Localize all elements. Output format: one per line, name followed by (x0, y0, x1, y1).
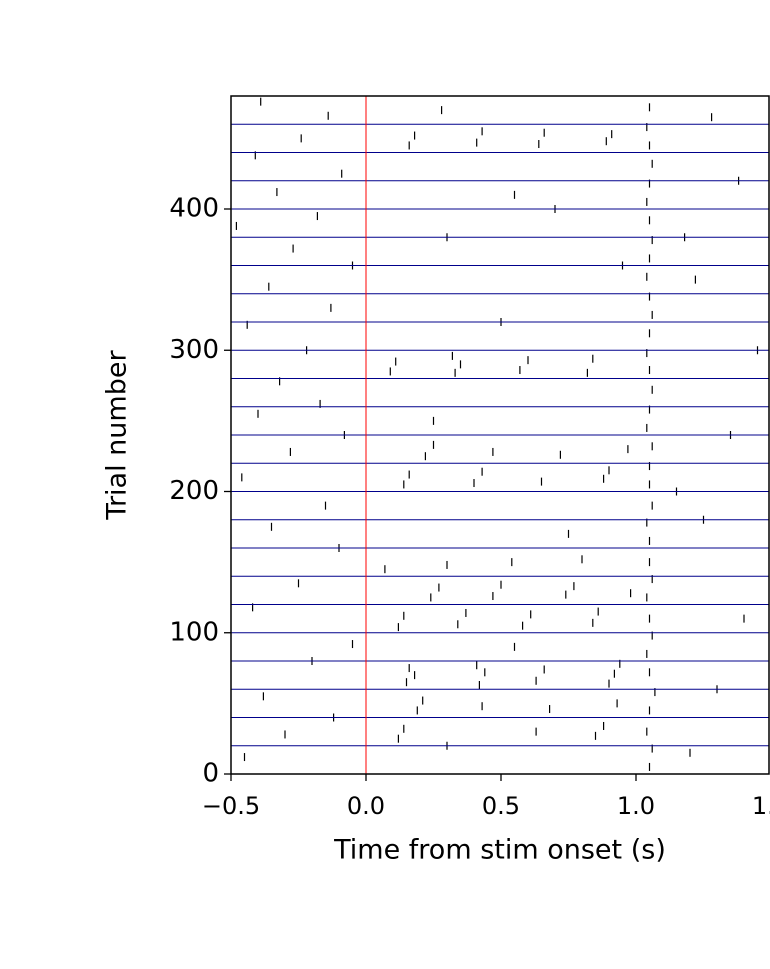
y-tick-label: 300 (169, 335, 219, 365)
x-axis-label: Time from stim onset (s) (333, 835, 666, 866)
y-tick-label: 200 (169, 476, 219, 506)
y-axis-label: Trial number (102, 350, 133, 521)
x-tick-label: −0.5 (202, 792, 260, 820)
x-tick-label: 1.0 (617, 792, 655, 820)
x-tick-label: 1.5 (752, 792, 770, 820)
x-tick-label: 0.0 (347, 792, 385, 820)
y-tick-label: 0 (202, 759, 219, 789)
x-tick-label: 0.5 (482, 792, 520, 820)
y-tick-label: 400 (169, 194, 219, 224)
y-tick-label: 100 (169, 617, 219, 647)
plot-frame (230, 95, 770, 775)
